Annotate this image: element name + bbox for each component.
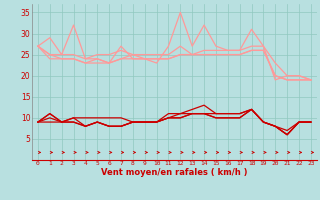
X-axis label: Vent moyen/en rafales ( km/h ): Vent moyen/en rafales ( km/h ) (101, 168, 248, 177)
